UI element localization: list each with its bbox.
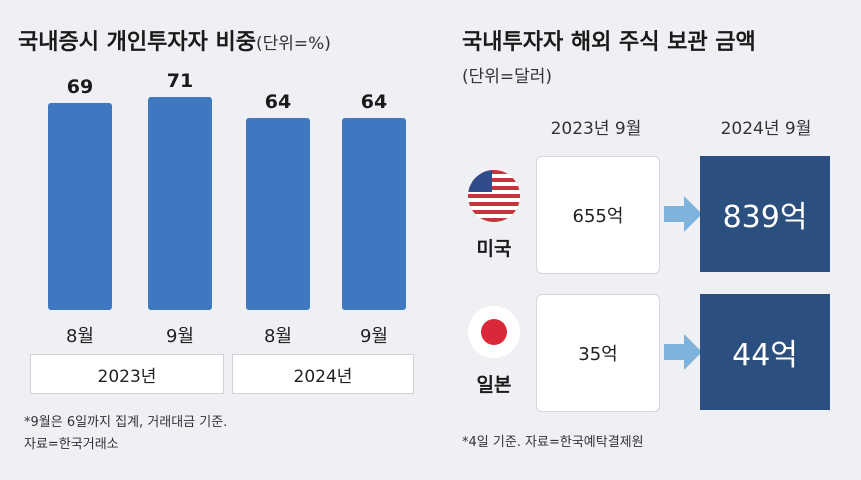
value-usa-2024: 839억	[700, 156, 830, 272]
bar-category-label-3: 9월	[360, 326, 388, 347]
us-flag-icon	[468, 170, 520, 222]
column-header-2024: 2024년 9월	[720, 119, 812, 139]
bar-value-label-2: 64	[265, 91, 291, 113]
bar-category-label-0: 8월	[66, 326, 94, 347]
value-usa-2023: 655억	[536, 156, 660, 274]
bar-3	[342, 118, 406, 310]
year-group-2024: 2024년	[232, 354, 414, 394]
left-chart-unit: (단위=%)	[255, 34, 331, 54]
bar-value-label-0: 69	[67, 76, 93, 98]
left-notes: *9월은 6일까지 집계, 거래대금 기준. 자료=한국거래소	[24, 412, 227, 456]
column-header-2023: 2023년 9월	[550, 119, 642, 139]
right-note: *4일 기준. 자료=한국예탁결제원	[462, 435, 644, 450]
bar-category-label-1: 9월	[166, 326, 194, 347]
right-table-unit: (단위=달러)	[462, 67, 553, 87]
left-chart-title: 국내증시 개인투자자 비중(단위=%)	[18, 24, 331, 56]
country-label-usa: 미국	[476, 238, 512, 260]
bar-value-label-1: 71	[167, 70, 193, 92]
bar-chart: 69 8월 71 9월 64 8월 64 9월	[48, 70, 406, 347]
japan-flag-icon	[468, 306, 520, 358]
left-chart-title-text: 국내증시 개인투자자 비중	[18, 30, 256, 55]
bar-value-label-3: 64	[361, 91, 387, 113]
value-japan-2023: 35억	[536, 294, 660, 412]
right-table-title: 국내투자자 해외 주식 보관 금액	[462, 30, 756, 55]
arrow-right-icon	[664, 196, 702, 232]
country-label-japan: 일본	[476, 374, 512, 396]
bar-2	[246, 118, 310, 310]
bar-category-label-2: 8월	[264, 326, 292, 347]
bar-0	[48, 103, 112, 310]
value-japan-2024: 44억	[700, 294, 830, 410]
bar-1	[148, 97, 212, 310]
arrow-right-icon	[664, 334, 702, 370]
year-group-2023: 2023년	[30, 354, 224, 394]
left-note-line-2: 자료=한국거래소	[24, 437, 119, 452]
left-note-line-1: *9월은 6일까지 집계, 거래대금 기준.	[24, 415, 228, 430]
